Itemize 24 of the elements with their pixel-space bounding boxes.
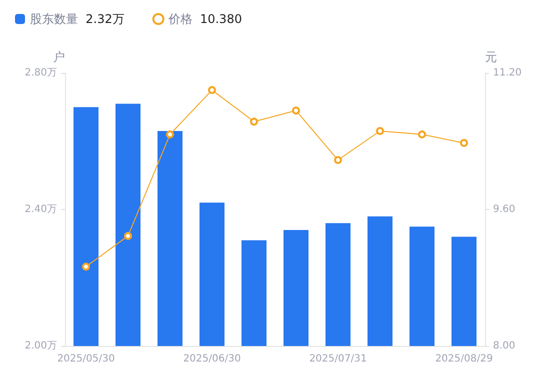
x-tick-label: 2025/07/31 — [309, 354, 367, 364]
point — [292, 106, 300, 115]
point — [460, 138, 468, 147]
y2-tick-label: 8.00 — [493, 340, 516, 352]
y2-tick-label: 11.20 — [493, 68, 522, 78]
y2-axis-title: 元 — [485, 50, 497, 64]
point — [376, 127, 384, 136]
point — [418, 130, 426, 138]
y2-tick-label: 9.60 — [493, 204, 516, 215]
y-tick-label: 2.80万 — [24, 68, 57, 78]
legend-label: 股东数量 2.32万 — [30, 12, 124, 26]
point — [82, 262, 90, 271]
point — [166, 130, 174, 138]
x-tick-label: 2025/06/30 — [183, 354, 241, 364]
point — [208, 86, 216, 94]
y-axis-title: 户 — [53, 50, 65, 64]
point — [250, 118, 258, 126]
point — [334, 156, 342, 164]
legend-label: 价格 10.380 — [167, 12, 242, 26]
y-tick-label: 2.40万 — [24, 204, 57, 215]
x-tick-label: 2025/05/30 — [57, 354, 115, 364]
point — [124, 232, 132, 240]
x-tick-label: 2025/08/29 — [435, 354, 493, 364]
y-tick-label: 2.00万 — [24, 340, 57, 352]
